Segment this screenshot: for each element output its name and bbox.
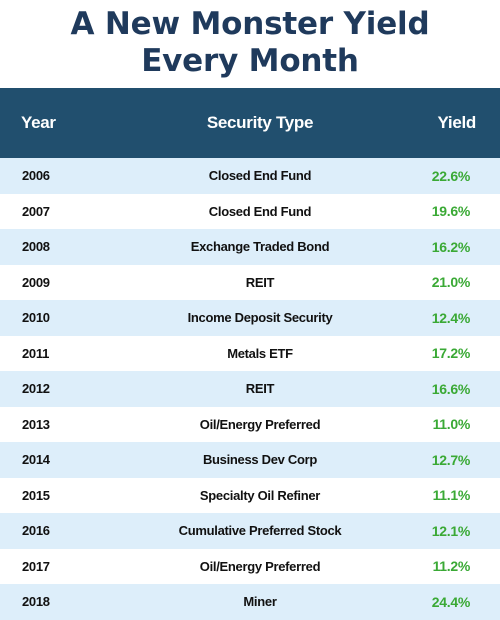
cell-year: 2018 xyxy=(22,594,50,610)
table-row: 2012 REIT 16.6% xyxy=(0,371,500,407)
cell-year: 2006 xyxy=(22,168,50,184)
cell-year: 2011 xyxy=(22,345,50,361)
cell-security-type: Exchange Traded Bond xyxy=(190,239,330,255)
chart-title: A New Monster Yield Every Month xyxy=(0,0,500,82)
cell-yield: 17.2% xyxy=(431,345,471,362)
cell-year: 2016 xyxy=(22,523,50,539)
cell-year: 2015 xyxy=(22,487,50,503)
cell-yield: 12.7% xyxy=(431,451,471,468)
cell-security-type: REIT xyxy=(245,274,275,290)
cell-year: 2009 xyxy=(22,274,50,290)
cell-security-type: Oil/Energy Preferred xyxy=(199,416,321,432)
table-row: 2006 Closed End Fund 22.6% xyxy=(0,158,500,194)
cell-yield: 11.2% xyxy=(432,558,471,575)
header-yield: Yield xyxy=(437,113,477,132)
cell-year: 2013 xyxy=(22,416,50,432)
cell-year: 2012 xyxy=(22,381,50,397)
cell-security-type: Miner xyxy=(243,594,277,610)
table-row: 2014 Business Dev Corp 12.7% xyxy=(0,442,500,478)
cell-year: 2010 xyxy=(22,310,50,326)
cell-security-type: Specialty Oil Refiner xyxy=(199,487,321,503)
yield-table: Year Security Type Yield 2006 Closed End … xyxy=(0,88,500,620)
cell-security-type: REIT xyxy=(245,381,275,397)
table-header: Year Security Type Yield xyxy=(0,88,500,158)
cell-yield: 11.1% xyxy=(432,487,471,504)
cell-security-type: Oil/Energy Preferred xyxy=(199,558,321,574)
cell-yield: 11.0% xyxy=(432,416,471,433)
table-row: 2015 Specialty Oil Refiner 11.1% xyxy=(0,477,500,513)
cell-security-type: Business Dev Corp xyxy=(202,452,318,468)
cell-yield: 24.4% xyxy=(431,593,471,610)
table-row: 2010 Income Deposit Security 12.4% xyxy=(0,300,500,336)
cell-yield: 12.4% xyxy=(431,309,471,326)
table-row: 2007 Closed End Fund 19.6% xyxy=(0,193,500,229)
cell-security-type: Closed End Fund xyxy=(208,203,312,219)
cell-yield: 16.2% xyxy=(431,238,471,255)
cell-yield: 22.6% xyxy=(431,167,471,184)
cell-year: 2007 xyxy=(22,203,50,219)
cell-security-type: Closed End Fund xyxy=(208,168,312,184)
cell-security-type: Metals ETF xyxy=(227,345,293,361)
title-line-2: Every Month xyxy=(141,43,359,79)
table-body: 2006 Closed End Fund 22.6% 2007 Closed End F… xyxy=(0,158,500,620)
title-line-1: A New Monster Yield xyxy=(70,6,430,42)
table-row: 2017 Oil/Energy Preferred 11.2% xyxy=(0,548,500,584)
cell-security-type: Cumulative Preferred Stock xyxy=(178,523,342,539)
cell-year: 2008 xyxy=(22,239,50,255)
cell-year: 2014 xyxy=(22,452,50,468)
cell-yield: 19.6% xyxy=(431,203,471,220)
table-row: 2013 Oil/Energy Preferred 11.0% xyxy=(0,406,500,442)
table-row: 2018 Miner 24.4% xyxy=(0,584,500,620)
table-row: 2016 Cumulative Preferred Stock 12.1% xyxy=(0,513,500,549)
cell-yield: 21.0% xyxy=(431,274,471,291)
table-row: 2009 REIT 21.0% xyxy=(0,264,500,300)
header-security-type: Security Type xyxy=(206,113,314,132)
cell-security-type: Income Deposit Security xyxy=(187,310,333,326)
table-row: 2008 Exchange Traded Bond 16.2% xyxy=(0,229,500,265)
cell-yield: 16.6% xyxy=(431,380,471,397)
cell-year: 2017 xyxy=(22,558,50,574)
header-year: Year xyxy=(21,113,56,132)
table-row: 2011 Metals ETF 17.2% xyxy=(0,335,500,371)
cell-yield: 12.1% xyxy=(431,522,471,539)
